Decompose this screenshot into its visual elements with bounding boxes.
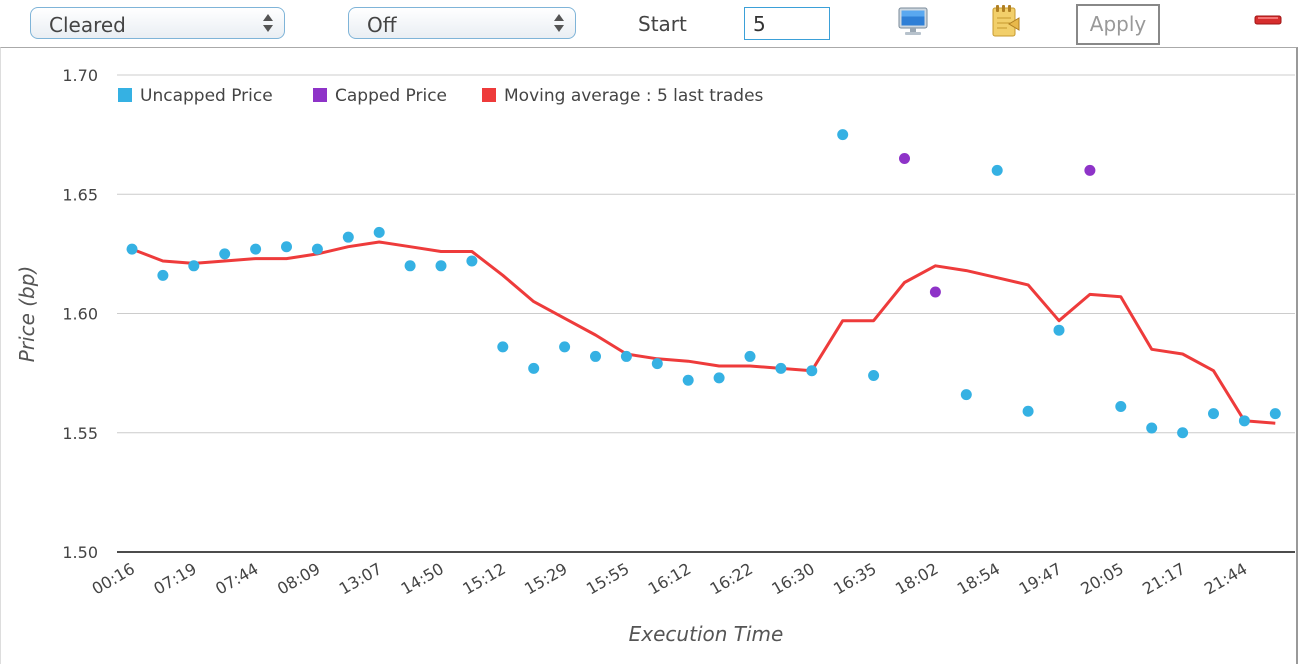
minus-icon[interactable]: [1254, 14, 1282, 26]
x-tick-label: 00:16: [89, 559, 138, 599]
y-tick-label: 1.50: [62, 543, 98, 562]
x-tick-label: 14:50: [398, 559, 447, 599]
capped-price-point: [929, 286, 941, 298]
uncapped-price-point: [837, 129, 849, 141]
uncapped-price-point: [342, 231, 354, 243]
uncapped-price-point: [806, 365, 818, 377]
capped-price-point: [899, 152, 910, 164]
apply-button[interactable]: Apply: [1076, 4, 1160, 45]
legend-label: Uncapped Price: [140, 86, 273, 106]
y-tick-label: 1.55: [62, 424, 98, 443]
uncapped-price-point: [497, 341, 509, 353]
status-select[interactable]: Cleared: [30, 7, 285, 39]
uncapped-price-point: [868, 370, 880, 382]
uncapped-price-point: [1208, 408, 1219, 420]
uncapped-price-point: [620, 350, 632, 362]
mode-select-value: Off: [367, 13, 397, 37]
x-tick-label: 15:29: [521, 559, 570, 599]
uncapped-price-point: [775, 362, 787, 374]
y-tick-label: 1.60: [62, 305, 98, 324]
status-select-value: Cleared: [49, 13, 126, 37]
x-tick-label: 16:35: [830, 559, 879, 599]
uncapped-price-point: [1177, 427, 1189, 439]
uncapped-price-point: [466, 255, 478, 267]
uncapped-price-point: [1053, 324, 1065, 336]
mode-select[interactable]: Off: [348, 7, 576, 39]
select-arrows-icon: [262, 12, 274, 34]
x-tick-label: 16:22: [707, 559, 756, 599]
uncapped-price-point: [713, 372, 725, 384]
uncapped-price-point: [250, 243, 262, 255]
chart-frame: [0, 47, 1298, 664]
x-tick-label: 07:44: [212, 559, 261, 599]
x-tick-label: 15:12: [459, 559, 508, 599]
uncapped-price-point: [219, 248, 231, 260]
uncapped-price-point: [590, 350, 601, 362]
x-tick-label: 07:19: [150, 559, 199, 599]
uncapped-price-point: [559, 341, 571, 353]
x-tick-label: 18:54: [954, 559, 1003, 599]
uncapped-price-point: [311, 243, 323, 255]
x-tick-label: 08:09: [274, 559, 323, 599]
uncapped-price-point: [1146, 422, 1158, 434]
uncapped-price-point: [126, 243, 138, 255]
notepad-icon[interactable]: [990, 4, 1020, 38]
y-axis-title: Price (bp): [15, 266, 39, 363]
x-tick-label: 20:05: [1077, 559, 1126, 599]
y-tick-label: 1.70: [62, 66, 98, 85]
moving-average-line: [131, 240, 1276, 425]
uncapped-price-point: [404, 260, 416, 272]
uncapped-price-point: [1238, 415, 1250, 427]
uncapped-price-point: [744, 350, 756, 362]
x-tick-label: 16:12: [645, 559, 694, 599]
uncapped-price-point: [528, 362, 540, 374]
uncapped-price-point: [373, 226, 385, 238]
legend-swatch: [313, 88, 327, 102]
uncapped-price-point: [435, 260, 447, 272]
uncapped-price-point: [1115, 401, 1127, 413]
uncapped-price-point: [960, 389, 972, 401]
uncapped-price-point: [1022, 405, 1034, 417]
legend-swatch: [118, 88, 132, 102]
start-input[interactable]: [744, 7, 830, 40]
legend-label: Capped Price: [335, 86, 447, 106]
x-tick-label: 18:02: [892, 559, 941, 599]
y-tick-label: 1.65: [62, 185, 98, 204]
select-arrows-icon: [553, 12, 565, 34]
uncapped-price-point: [188, 260, 200, 272]
x-axis-title: Execution Time: [629, 622, 784, 646]
x-tick-label: 19:47: [1016, 559, 1065, 599]
uncapped-price-point: [651, 358, 663, 370]
x-tick-label: 21:44: [1201, 559, 1250, 599]
legend-label: Moving average : 5 last trades: [504, 86, 764, 106]
uncapped-price-point: [157, 269, 169, 281]
uncapped-price-point: [991, 164, 1003, 176]
x-tick-label: 15:55: [583, 559, 632, 599]
start-label: Start: [638, 12, 687, 36]
capped-price-point: [1084, 164, 1096, 176]
monitor-icon[interactable]: [898, 6, 928, 36]
uncapped-price-point: [682, 374, 694, 386]
legend-swatch: [482, 88, 496, 102]
uncapped-price-point: [1269, 408, 1281, 420]
toolbar: Cleared Off Start Apply: [0, 0, 1314, 48]
uncapped-price-point: [281, 241, 292, 253]
x-tick-label: 13:07: [336, 559, 385, 599]
x-tick-label: 16:30: [768, 559, 817, 599]
x-tick-label: 21:17: [1139, 559, 1188, 599]
